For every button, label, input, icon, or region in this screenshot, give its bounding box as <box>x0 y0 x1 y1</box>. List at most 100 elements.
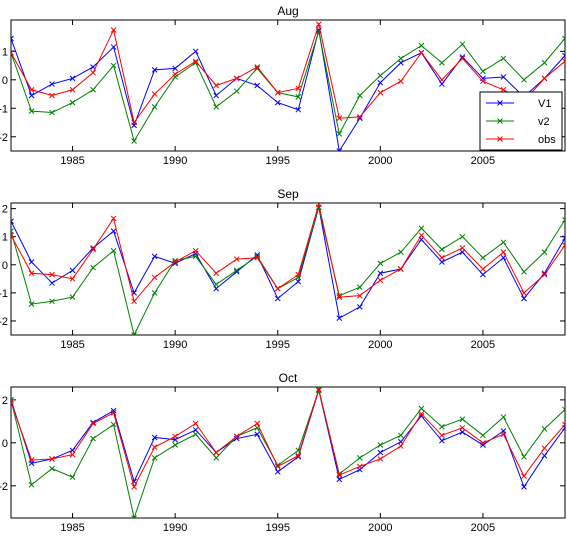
data-point-v2 <box>377 260 384 267</box>
data-point-v2 <box>500 414 507 420</box>
data-point-v2 <box>439 423 445 430</box>
data-point-v1 <box>295 278 302 285</box>
data-point-v1 <box>192 48 199 55</box>
data-point-v2 <box>439 59 445 66</box>
data-point-v1 <box>336 315 343 322</box>
y-tick-label: 2 <box>2 204 8 216</box>
data-point-obs <box>11 49 14 56</box>
data-point-v1 <box>562 52 565 59</box>
data-point-v2 <box>69 474 76 481</box>
data-point-v1 <box>459 429 466 435</box>
data-point-v2 <box>11 228 14 234</box>
data-point-obs <box>315 387 322 393</box>
data-point-obs <box>69 275 76 282</box>
data-point-v2 <box>131 332 137 335</box>
data-point-obs <box>233 75 240 82</box>
data-point-v1 <box>110 407 117 414</box>
data-point-obs <box>151 274 158 281</box>
data-point-v1 <box>28 259 35 265</box>
x-tick-label: 1995 <box>265 339 289 351</box>
y-tick-label: -2 <box>0 481 8 493</box>
data-point-v1 <box>439 437 445 444</box>
axes-box <box>10 386 566 519</box>
data-point-obs <box>233 433 240 440</box>
data-point-obs <box>439 432 445 439</box>
data-point-v1 <box>213 92 220 99</box>
data-point-v2 <box>356 455 363 461</box>
data-point-v2 <box>541 59 548 66</box>
data-point-v1 <box>49 280 55 286</box>
data-point-v2 <box>233 88 240 95</box>
data-point-obs <box>172 71 179 77</box>
data-point-v2 <box>439 246 445 253</box>
data-point-obs <box>541 271 548 278</box>
data-point-obs <box>28 457 35 463</box>
series-line-v1 <box>11 388 565 488</box>
legend-label: obs <box>538 134 556 146</box>
x-tick-label: 1990 <box>163 155 187 167</box>
data-point-v1 <box>459 54 466 60</box>
data-point-v2 <box>192 253 199 260</box>
data-point-obs <box>336 472 343 478</box>
data-point-obs <box>110 409 117 416</box>
data-point-v2 <box>295 94 302 100</box>
data-point-obs <box>90 420 96 427</box>
series-line-obs <box>11 387 565 489</box>
y-tick-label: 1 <box>2 46 8 58</box>
data-point-v2 <box>151 455 158 461</box>
data-point-obs <box>459 55 466 62</box>
data-point-obs <box>315 21 322 28</box>
data-point-obs <box>69 86 76 93</box>
data-point-v1 <box>213 285 220 292</box>
data-point-obs <box>500 249 507 256</box>
data-point-obs <box>439 254 445 261</box>
data-point-obs <box>562 421 565 428</box>
data-point-obs <box>233 256 240 263</box>
data-point-v2 <box>356 92 363 99</box>
y-tick-label: -2 <box>0 316 8 328</box>
data-point-obs <box>500 86 507 93</box>
data-point-v2 <box>110 247 117 254</box>
data-point-v2 <box>69 99 76 106</box>
data-point-v1 <box>439 259 445 265</box>
data-point-v2 <box>151 290 158 296</box>
data-point-v1 <box>356 304 363 310</box>
data-point-v1 <box>480 442 486 448</box>
data-point-v2 <box>192 431 199 438</box>
data-point-obs <box>418 232 425 239</box>
data-point-v2 <box>521 76 527 83</box>
data-point-v2 <box>49 109 55 116</box>
series-line-v2 <box>11 31 565 143</box>
data-point-v1 <box>110 44 117 50</box>
data-point-v1 <box>151 66 158 73</box>
data-point-obs <box>131 298 137 305</box>
data-point-v2 <box>49 298 55 305</box>
data-point-v1 <box>192 427 199 433</box>
data-point-obs <box>356 292 363 299</box>
data-point-obs <box>377 456 384 462</box>
data-point-v2 <box>397 249 404 256</box>
data-point-obs <box>295 271 302 278</box>
data-point-v1 <box>562 235 565 241</box>
data-point-obs <box>274 89 281 96</box>
data-point-v2 <box>459 416 466 423</box>
data-point-v1 <box>69 75 76 82</box>
data-point-v1 <box>295 106 302 113</box>
x-tick-label: 2005 <box>471 339 495 351</box>
data-point-obs <box>500 431 507 438</box>
data-point-obs <box>49 271 55 278</box>
data-point-v1 <box>521 484 527 490</box>
data-point-v2 <box>110 62 117 69</box>
data-point-v2 <box>480 432 486 439</box>
x-tick-label: 1985 <box>60 522 84 534</box>
subplot-1: Sep 1985 1990 1995 2000 2005 -2 -1 0 1 2 <box>0 187 566 351</box>
data-point-v2 <box>377 442 384 448</box>
data-point-obs <box>397 266 404 272</box>
data-point-v1 <box>521 295 527 302</box>
data-point-v2 <box>480 68 486 75</box>
data-point-v2 <box>418 405 425 412</box>
data-point-obs <box>336 294 343 300</box>
data-point-obs <box>213 82 220 89</box>
x-tick-label: 2000 <box>368 522 392 534</box>
